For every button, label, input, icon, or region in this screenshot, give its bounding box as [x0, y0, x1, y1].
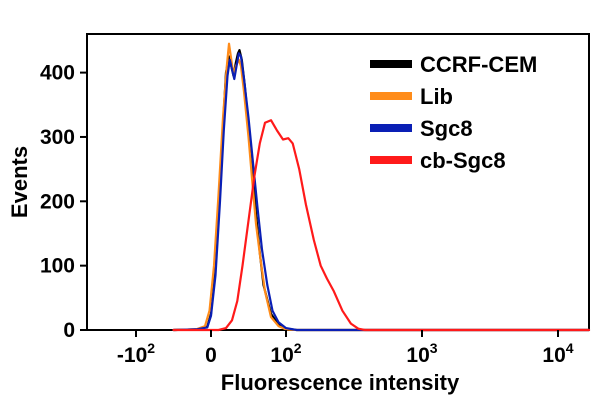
x-tick-label: 102 — [270, 340, 301, 367]
series-line-sgc8 — [172, 52, 591, 332]
x-tick-label: 0 — [205, 344, 217, 367]
x-tick-label: 103 — [406, 340, 437, 367]
legend-label-ccrf-cem: CCRF-CEM — [420, 52, 537, 77]
legend-label-cb-sgc8: cb-Sgc8 — [420, 148, 506, 173]
legend-label-lib: Lib — [420, 84, 453, 109]
series-line-lib — [172, 42, 591, 332]
y-tick-label: 0 — [63, 319, 75, 342]
plot-frame — [86, 33, 590, 331]
legend-label-sgc8: Sgc8 — [420, 116, 473, 141]
legend: CCRF-CEM Lib Sgc8 cb-Sgc8 — [370, 52, 537, 173]
y-tick-label: 300 — [40, 126, 75, 149]
series-layer — [172, 42, 591, 332]
series-line-cb-sgc8 — [172, 119, 591, 332]
y-axis-title: Events — [7, 146, 32, 218]
y-tick-label: 200 — [40, 190, 75, 213]
x-axis: -102 0 102 103 104 — [117, 330, 574, 367]
y-tick-label: 400 — [40, 62, 75, 85]
y-axis: 0 100 200 300 400 — [40, 62, 87, 342]
x-axis-title: Fluorescence intensity — [221, 370, 460, 395]
x-tick-label: 104 — [542, 340, 573, 367]
x-tick-label: -102 — [117, 340, 155, 367]
y-tick-label: 100 — [40, 255, 75, 278]
